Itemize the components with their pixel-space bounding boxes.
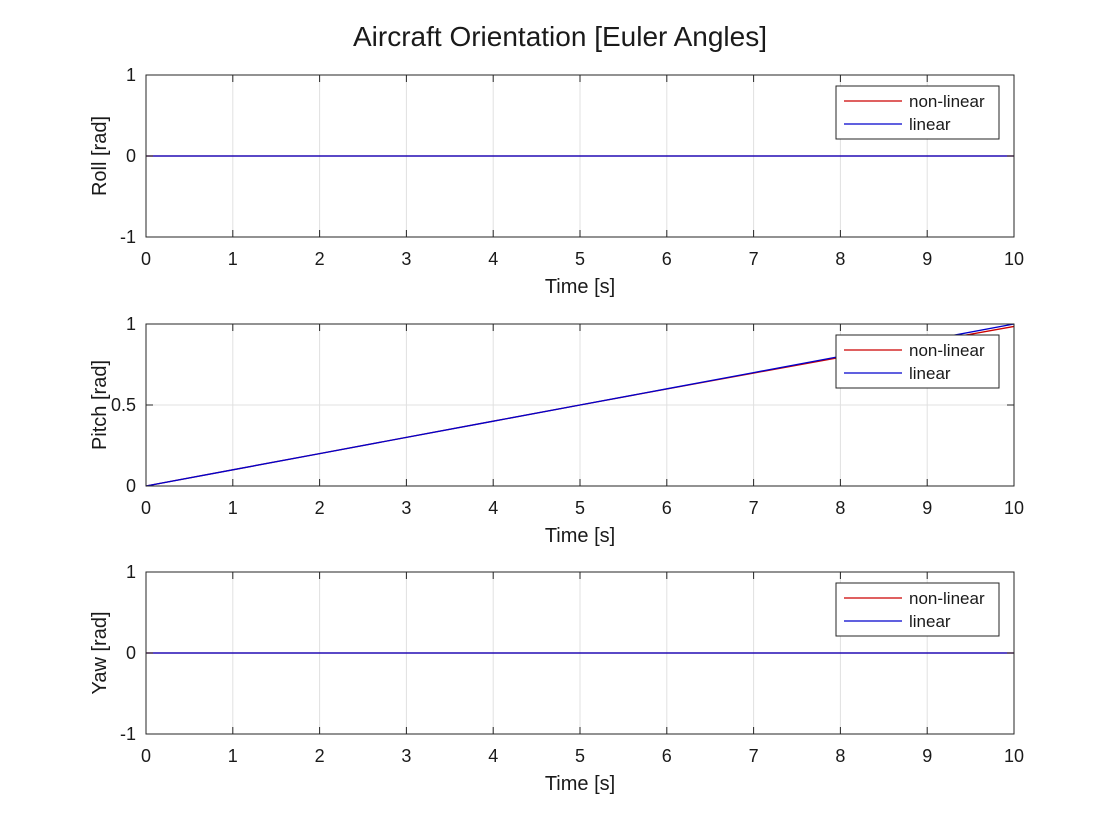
x-tick-label: 10: [1004, 249, 1024, 269]
legend-box: [835, 85, 1000, 140]
x-tick-label: 0: [141, 746, 151, 766]
x-tick-label: 7: [749, 249, 759, 269]
legend: non-linear linear: [835, 582, 1000, 637]
x-tick-label: 5: [575, 746, 585, 766]
x-axis-label: Time [s]: [545, 525, 615, 547]
x-tick-label: 8: [835, 249, 845, 269]
x-tick-label: 1: [228, 498, 238, 518]
legend-box: [835, 334, 1000, 389]
x-tick-label: 1: [228, 249, 238, 269]
legend-label-non-linear: non-linear: [909, 341, 985, 360]
x-tick-label: 1: [228, 746, 238, 766]
x-tick-label: 5: [575, 498, 585, 518]
y-axis-label: Pitch [rad]: [89, 360, 111, 450]
legend-label-linear: linear: [909, 115, 951, 134]
legend: non-linear linear: [835, 85, 1000, 140]
x-tick-label: 6: [662, 498, 672, 518]
y-tick-label: 1: [126, 314, 136, 334]
y-tick-label: 0: [126, 146, 136, 166]
x-tick-label: 5: [575, 249, 585, 269]
x-tick-label: 2: [315, 746, 325, 766]
x-tick-label: 10: [1004, 746, 1024, 766]
x-tick-label: 6: [662, 746, 672, 766]
x-tick-label: 2: [315, 498, 325, 518]
legend-box: [835, 582, 1000, 637]
y-tick-label: 1: [126, 562, 136, 582]
x-tick-label: 8: [835, 746, 845, 766]
x-tick-label: 4: [488, 498, 498, 518]
x-tick-label: 3: [401, 498, 411, 518]
x-axis-label: Time [s]: [545, 276, 615, 298]
x-tick-label: 4: [488, 249, 498, 269]
y-tick-label: 1: [126, 65, 136, 85]
y-tick-label: 0.5: [111, 395, 136, 415]
x-tick-label: 7: [749, 746, 759, 766]
y-tick-label: -1: [120, 227, 136, 247]
x-axis-label: Time [s]: [545, 773, 615, 795]
legend-label-non-linear: non-linear: [909, 92, 985, 111]
x-tick-label: 0: [141, 498, 151, 518]
legend: non-linear linear: [835, 334, 1000, 389]
x-tick-label: 10: [1004, 498, 1024, 518]
y-axis-label: Roll [rad]: [89, 116, 111, 196]
x-tick-label: 3: [401, 746, 411, 766]
x-tick-label: 9: [922, 249, 932, 269]
x-tick-label: 6: [662, 249, 672, 269]
y-tick-label: -1: [120, 724, 136, 744]
y-tick-label: 0: [126, 476, 136, 496]
y-axis-label: Yaw [rad]: [89, 612, 111, 695]
x-tick-label: 9: [922, 746, 932, 766]
x-tick-label: 8: [835, 498, 845, 518]
legend-label-non-linear: non-linear: [909, 589, 985, 608]
x-tick-label: 9: [922, 498, 932, 518]
legend-label-linear: linear: [909, 364, 951, 383]
x-tick-label: 3: [401, 249, 411, 269]
subplot-2: 0 1 2 3 4 5 6 7 8 9 10 0 0.5 1 Time [s] Pitch [rad] non-…: [89, 314, 1024, 547]
figure-title: Aircraft Orientation [Euler Angles]: [353, 21, 767, 52]
x-tick-label: 7: [749, 498, 759, 518]
x-tick-label: 4: [488, 746, 498, 766]
y-tick-label: 0: [126, 643, 136, 663]
x-tick-label: 2: [315, 249, 325, 269]
x-tick-label: 0: [141, 249, 151, 269]
legend-label-linear: linear: [909, 612, 951, 631]
